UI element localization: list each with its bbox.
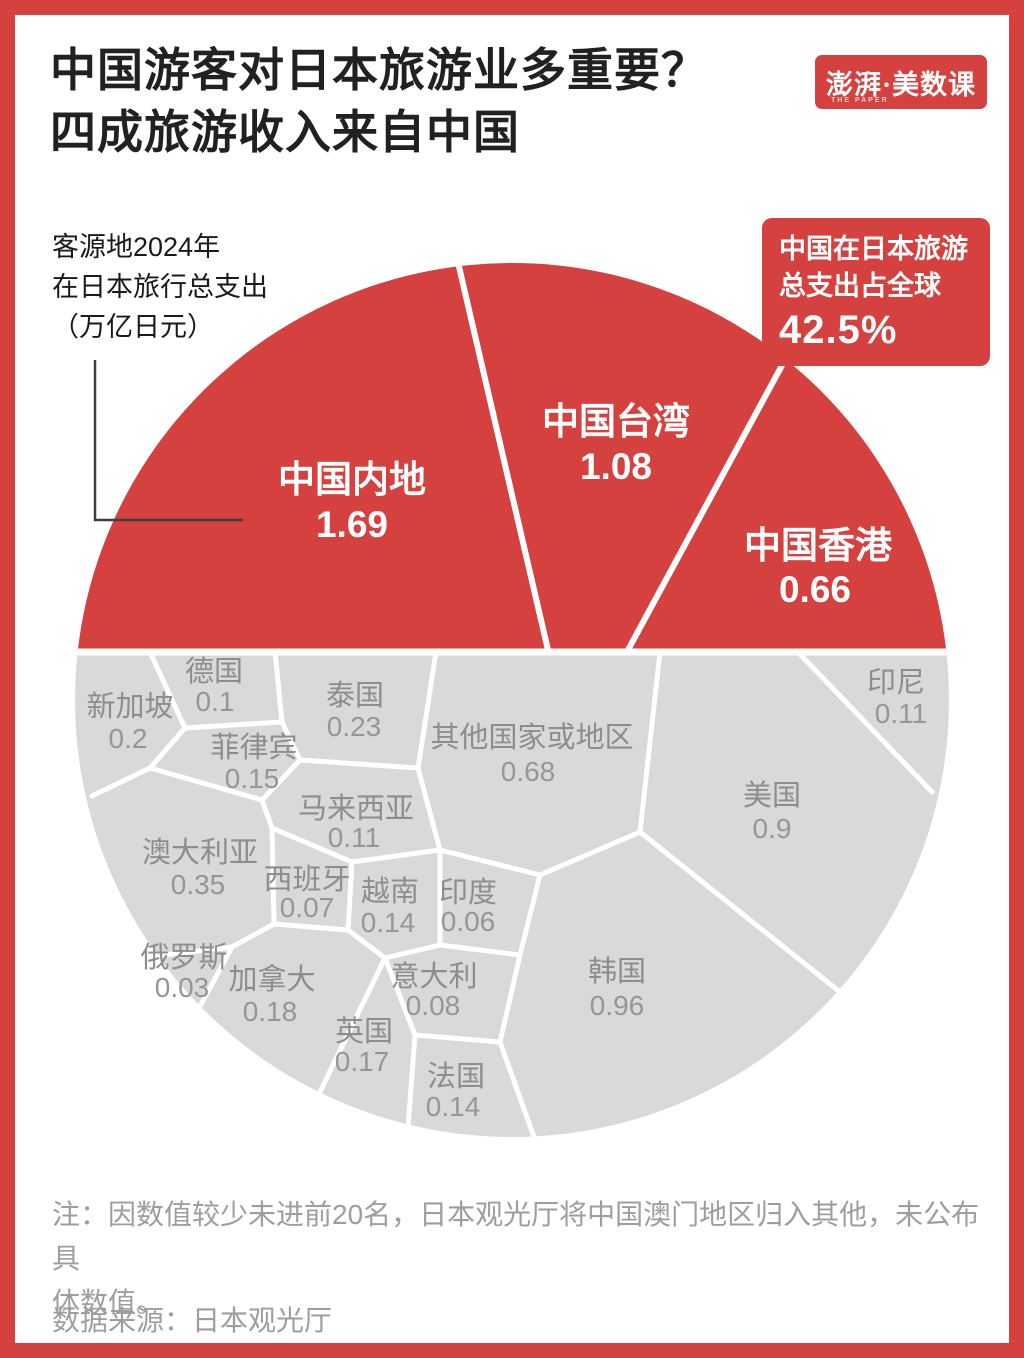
cell-13-name: 越南	[361, 875, 419, 908]
annotation-line-1: 客源地2024年	[52, 232, 221, 262]
cell-19-name: 英国	[335, 1015, 393, 1048]
cell-6-name: 其他国家或地区	[430, 721, 633, 754]
cell-3-name: 新加坡	[86, 690, 173, 723]
footnote-line-2: 体数值。	[52, 1287, 165, 1318]
cell-14-value: 0.06	[441, 906, 496, 937]
badge-line-2: 总支出占全球	[779, 271, 941, 301]
title-line-2: 四成旅游收入来自中国	[50, 106, 520, 158]
page-title: 中国游客对日本旅游业多重要？ 四成旅游收入来自中国	[50, 39, 810, 163]
annotation-connector-line	[93, 360, 243, 522]
cell-3-value: 0.2	[109, 723, 148, 754]
cell-10-value: 0.9	[753, 813, 792, 844]
title-line-1: 中国游客对日本旅游业多重要？	[50, 44, 708, 96]
cell-7-value: 0.11	[875, 698, 927, 729]
cell-16-value: 0.18	[243, 996, 298, 1027]
china-share-badge: 中国在日本旅游 总支出占全球 42.5%	[762, 218, 990, 366]
annotation-line-2: 在日本旅行总支出	[52, 272, 268, 302]
cell-8-value: 0.15	[225, 763, 280, 794]
cell-15-name: 俄罗斯	[140, 941, 227, 974]
cell-17-value: 0.08	[406, 990, 461, 1021]
cell-8-name: 菲律宾	[210, 731, 297, 764]
cell-0-name: 中国内地	[278, 459, 426, 500]
cell-15-value: 0.03	[155, 972, 210, 1003]
thepaper-logo: 澎湃·美数课 THE PAPER	[815, 55, 987, 109]
cell-4-name: 德国	[185, 655, 243, 688]
cell-18-name: 韩国	[588, 955, 646, 988]
cell-1-name: 中国台湾	[542, 400, 690, 442]
cell-9-name: 马来西亚	[298, 793, 414, 825]
badge-value: 42.5%	[779, 308, 898, 352]
cell-6-value: 0.68	[501, 756, 556, 787]
cell-12-value: 0.07	[280, 892, 335, 923]
cell-5-value: 0.23	[327, 711, 382, 742]
cell-1-value: 1.08	[580, 446, 652, 487]
data-source: 数据来源：日本观光厅	[52, 1305, 333, 1336]
cell-20-value: 0.14	[426, 1091, 481, 1122]
cell-12-name: 西班牙	[263, 863, 350, 896]
cell-2-value: 0.66	[779, 569, 851, 610]
cell-17-name: 意大利	[390, 960, 477, 993]
cell-18-value: 0.96	[590, 990, 645, 1021]
badge-line-1: 中国在日本旅游	[779, 234, 968, 264]
cell-13-value: 0.14	[361, 907, 416, 938]
footnote-line-1: 注：因数值较少未进前20名，日本观光厅将中国澳门地区归入其他，未公布具	[52, 1199, 980, 1274]
axis-annotation: 客源地2024年 在日本旅行总支出 （万亿日元）	[52, 227, 268, 347]
cell-14-name: 印度	[439, 876, 497, 909]
cell-5-name: 泰国	[326, 679, 384, 712]
red-sector-dividers	[454, 263, 796, 652]
logo-text: 澎湃·美数课	[825, 69, 976, 100]
cell-7-name: 印尼	[867, 667, 925, 699]
cell-10-name: 美国	[743, 779, 801, 812]
voronoi-borders	[89, 649, 935, 1137]
cell-11-name: 澳大利亚	[142, 836, 258, 869]
cell-0-value: 1.69	[316, 504, 388, 545]
cell-20-name: 法国	[427, 1060, 485, 1093]
cell-19-value: 0.17	[335, 1046, 390, 1077]
cell-9-value: 0.11	[328, 822, 380, 853]
footnote: 注：因数值较少未进前20名，日本观光厅将中国澳门地区归入其他，未公布具 体数值。	[52, 1193, 982, 1325]
logo-subtext: THE PAPER	[831, 97, 889, 104]
cell-4-value: 0.1	[196, 686, 235, 717]
annotation-line-3: （万亿日元）	[52, 312, 214, 342]
cell-11-value: 0.35	[171, 869, 226, 900]
cell-2-name: 中国香港	[744, 525, 893, 566]
cell-16-name: 加拿大	[228, 963, 315, 996]
